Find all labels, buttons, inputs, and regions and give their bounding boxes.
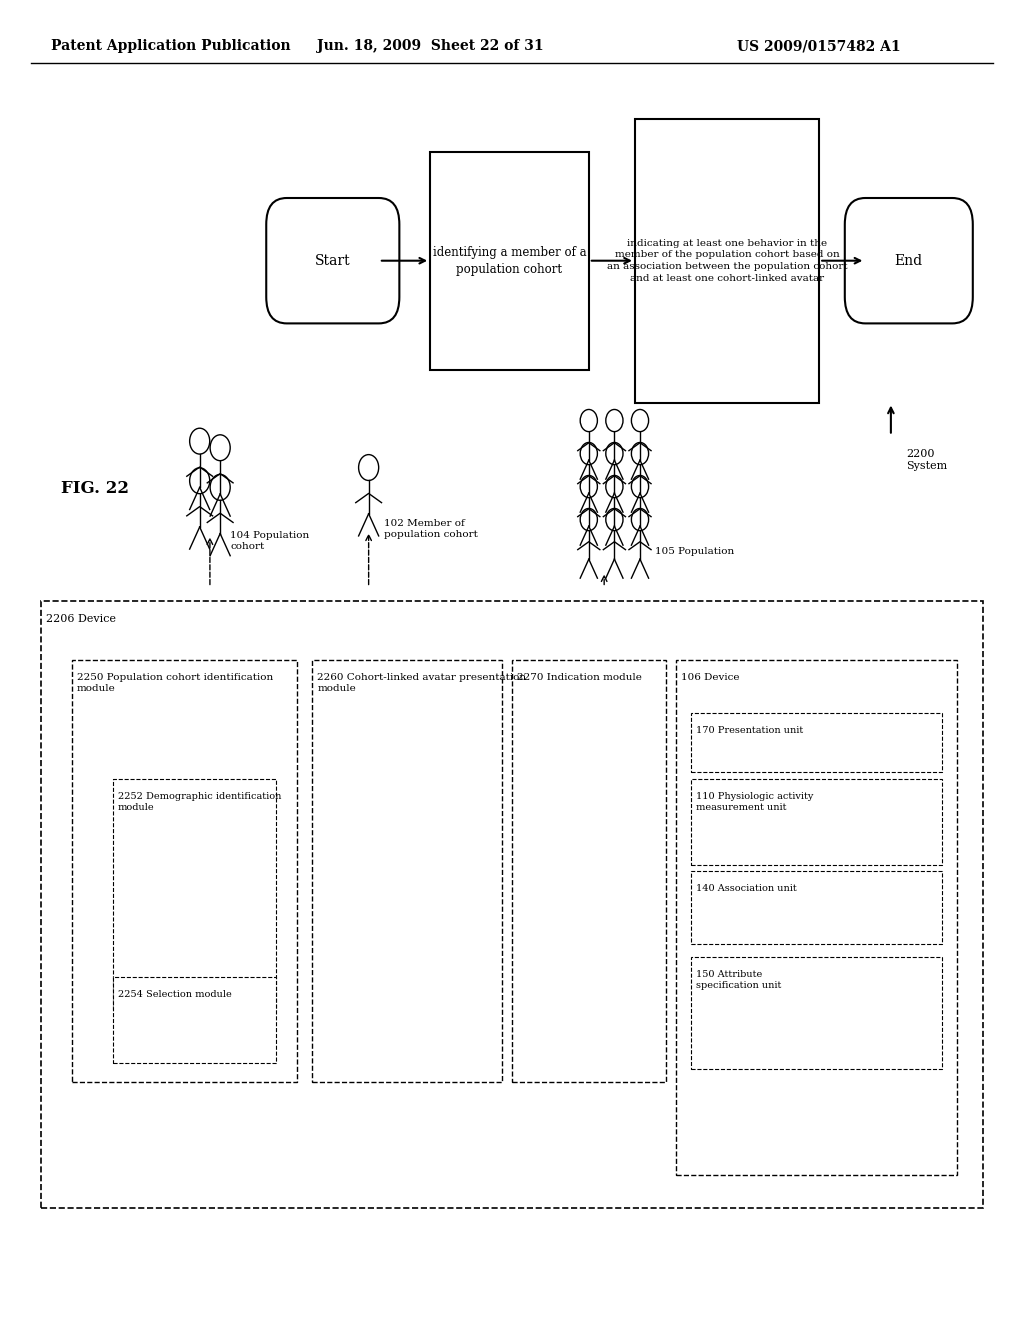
Text: 110 Physiologic activity
measurement unit: 110 Physiologic activity measurement uni… (696, 792, 814, 812)
Text: Patent Application Publication: Patent Application Publication (51, 40, 291, 53)
Bar (312, 660, 502, 1082)
Text: 2254 Selection module: 2254 Selection module (118, 990, 231, 999)
Bar (676, 660, 957, 1175)
Text: Start: Start (315, 253, 350, 268)
Text: End: End (895, 253, 923, 268)
Bar (41, 601, 983, 1208)
FancyBboxPatch shape (845, 198, 973, 323)
Bar (691, 713, 942, 772)
Bar (512, 660, 666, 1082)
Text: Jun. 18, 2009  Sheet 22 of 31: Jun. 18, 2009 Sheet 22 of 31 (316, 40, 544, 53)
Text: 2260 Cohort-linked avatar presentation
module: 2260 Cohort-linked avatar presentation m… (317, 673, 526, 693)
Text: 105 Population: 105 Population (655, 548, 734, 556)
Text: 170 Presentation unit: 170 Presentation unit (696, 726, 804, 735)
Text: FIG. 22: FIG. 22 (61, 480, 129, 496)
Text: US 2009/0157482 A1: US 2009/0157482 A1 (737, 40, 901, 53)
Text: 150 Attribute
specification unit: 150 Attribute specification unit (696, 970, 781, 990)
Text: 104 Population
cohort: 104 Population cohort (230, 531, 309, 550)
Text: 140 Association unit: 140 Association unit (696, 884, 797, 894)
Bar (113, 977, 276, 1063)
Bar (691, 779, 942, 865)
Bar (635, 119, 819, 403)
Text: identifying a member of a
population cohort: identifying a member of a population coh… (432, 246, 587, 276)
Text: 2200
System: 2200 System (906, 449, 947, 471)
FancyBboxPatch shape (266, 198, 399, 323)
Text: 106 Device: 106 Device (681, 673, 739, 682)
Bar (113, 779, 276, 1010)
Text: 102 Member of
population cohort: 102 Member of population cohort (384, 519, 478, 539)
Text: 2250 Population cohort identification
module: 2250 Population cohort identification mo… (77, 673, 273, 693)
Text: 2270 Indication module: 2270 Indication module (517, 673, 642, 682)
Text: 2252 Demographic identification
module: 2252 Demographic identification module (118, 792, 282, 812)
Bar (691, 957, 942, 1069)
Text: 2206 Device: 2206 Device (46, 614, 116, 624)
Bar (691, 871, 942, 944)
Bar (430, 152, 589, 370)
Bar (72, 660, 297, 1082)
Text: indicating at least one behavior in the
member of the population cohort based on: indicating at least one behavior in the … (607, 239, 847, 282)
